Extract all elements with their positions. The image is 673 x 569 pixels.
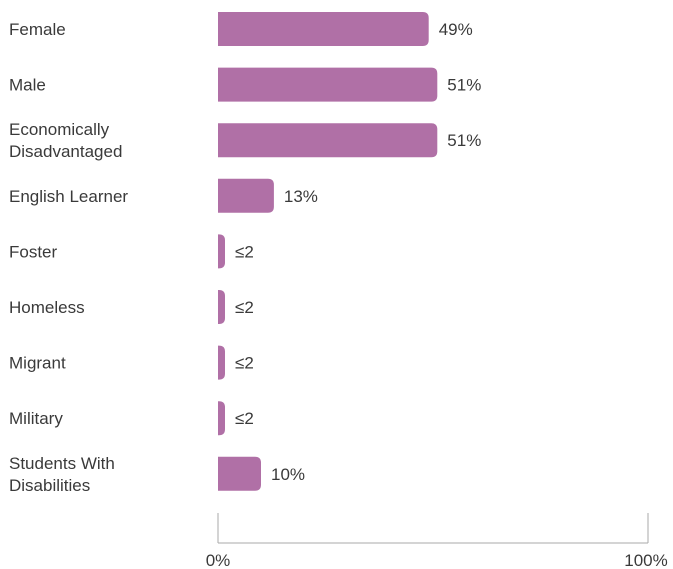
x-tick-label: 0% bbox=[206, 551, 231, 569]
value-label: 51% bbox=[447, 76, 481, 95]
category-label: Military bbox=[9, 409, 63, 428]
value-label: 49% bbox=[439, 20, 473, 39]
bar bbox=[218, 456, 261, 491]
bar bbox=[218, 234, 225, 269]
x-axis: 0% 100% bbox=[206, 513, 668, 569]
x-tick-label: 100% bbox=[624, 551, 667, 569]
bar bbox=[218, 290, 225, 324]
bar bbox=[218, 401, 225, 436]
category-label: Foster bbox=[9, 242, 58, 261]
category-label: English Learner bbox=[9, 187, 128, 206]
category-label: Homeless bbox=[9, 298, 85, 317]
bar bbox=[218, 67, 438, 102]
bar bbox=[218, 123, 438, 158]
category-label: Students With Disabilities bbox=[9, 454, 115, 495]
value-label: ≤2 bbox=[235, 409, 254, 428]
value-label: 13% bbox=[284, 187, 318, 206]
value-label: ≤2 bbox=[235, 298, 254, 317]
value-label: ≤2 bbox=[235, 242, 254, 261]
category-label: Economically Disadvantaged bbox=[9, 120, 122, 161]
bars-layer: Female 49% Male 51% Economically Disadvantage… bbox=[9, 12, 481, 495]
bar bbox=[218, 345, 225, 380]
category-label: Male bbox=[9, 76, 46, 95]
value-label: 10% bbox=[271, 465, 305, 484]
category-label: Migrant bbox=[9, 354, 66, 373]
bar bbox=[218, 12, 429, 46]
value-label: ≤2 bbox=[235, 354, 254, 373]
value-label: 51% bbox=[447, 131, 481, 150]
category-label: Female bbox=[9, 20, 66, 39]
bar bbox=[218, 178, 274, 213]
